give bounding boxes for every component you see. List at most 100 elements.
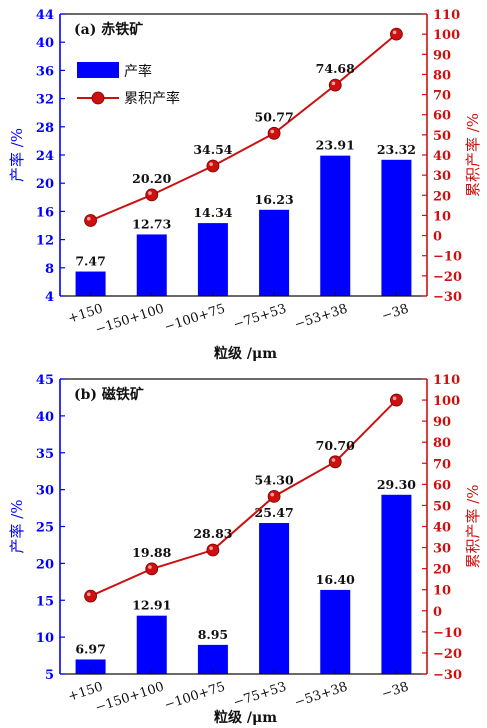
x-tick-label-3: −75+53 xyxy=(231,680,288,711)
cumulative-point-0 xyxy=(84,214,97,227)
cumulative-point-highlight-2 xyxy=(209,546,213,551)
cumulative-point-highlight-1 xyxy=(148,565,152,569)
cumulative-point-1 xyxy=(145,562,159,576)
right-tick-label-7: 40 xyxy=(433,521,451,536)
cumulative-point-4 xyxy=(328,78,342,92)
cumulative-point-5 xyxy=(390,27,403,41)
left-tick-label-5: 24 xyxy=(36,149,54,164)
cumulative-point-highlight-5 xyxy=(392,396,397,401)
cumulative-point-highlight-3 xyxy=(270,492,275,497)
right-tick-label-0: −30 xyxy=(433,668,462,683)
left-tick-label-2: 12 xyxy=(36,234,54,249)
cumulative-point-highlight-0 xyxy=(86,592,91,597)
x-tick-label-1: −150+100 xyxy=(93,680,166,716)
bar-value-label-4: 16.40 xyxy=(316,572,355,587)
x-tick-label-2: −100+75 xyxy=(162,680,227,714)
legend-bar-label: 产率 xyxy=(124,63,152,80)
x-tick-label-1: −150+100 xyxy=(93,302,166,338)
bar-value-label-4: 23.91 xyxy=(316,138,355,153)
cumulative-point-highlight-0 xyxy=(86,216,91,221)
legend-line-marker xyxy=(91,91,105,105)
left-tick-label-6: 28 xyxy=(36,121,54,136)
left-tick-label-5: 30 xyxy=(36,484,54,499)
left-tick-label-3: 16 xyxy=(36,205,54,220)
bar-value-label-5: 29.30 xyxy=(377,477,416,492)
x-tick-label-2: −100+75 xyxy=(162,302,227,336)
right-tick-label-3: 0 xyxy=(433,230,442,245)
cumulative-point-1 xyxy=(145,188,159,202)
bar-value-label-2: 8.95 xyxy=(198,627,228,642)
right-tick-label-3: 0 xyxy=(433,605,442,620)
right-tick-label-9: 60 xyxy=(433,109,451,124)
bar-value-label-3: 16.23 xyxy=(255,192,294,207)
bar-1 xyxy=(136,615,167,674)
left-tick-label-4: 20 xyxy=(36,177,54,192)
x-axis-title: 粒级 /μm xyxy=(214,345,277,362)
bar-value-label-2: 14.34 xyxy=(193,205,232,220)
right-tick-label-1: −20 xyxy=(433,647,462,662)
cumulative-value-label-1: 20.20 xyxy=(132,171,171,186)
x-tick-label-5: −38 xyxy=(380,680,411,703)
right-tick-label-7: 40 xyxy=(433,149,451,164)
bar-3 xyxy=(259,209,290,296)
right-tick-label-9: 60 xyxy=(433,478,451,493)
bar-value-label-5: 23.32 xyxy=(377,142,416,157)
bar-2 xyxy=(197,223,228,296)
legend-bar-swatch xyxy=(77,62,119,78)
cumulative-point-highlight-3 xyxy=(270,129,275,134)
bar-value-label-0: 6.97 xyxy=(75,641,105,656)
bar-1 xyxy=(136,234,167,296)
bar-3 xyxy=(259,523,290,674)
right-tick-label-5: 20 xyxy=(433,189,451,204)
bar-2 xyxy=(197,644,228,674)
right-tick-label-8: 50 xyxy=(433,129,451,144)
cumulative-point-highlight-5 xyxy=(392,30,397,35)
left-tick-label-4: 25 xyxy=(36,521,54,536)
left-tick-label-2: 15 xyxy=(36,594,54,609)
cumulative-value-label-2: 34.54 xyxy=(193,142,232,157)
cumulative-point-highlight-4 xyxy=(331,81,336,86)
x-tick-label-4: −53+38 xyxy=(293,302,350,333)
left-tick-label-0: 5 xyxy=(45,668,54,683)
cumulative-point-highlight-4 xyxy=(331,458,336,462)
left-tick-label-3: 20 xyxy=(36,557,54,572)
right-tick-label-6: 30 xyxy=(433,542,451,557)
left-tick-label-1: 8 xyxy=(45,262,54,277)
left-tick-label-6: 35 xyxy=(36,447,54,462)
right-tick-label-10: 70 xyxy=(433,457,451,472)
cumulative-value-label-3: 50.77 xyxy=(255,109,294,124)
right-tick-label-13: 100 xyxy=(433,394,460,409)
cumulative-point-0 xyxy=(84,589,97,603)
panel-title: (a) 赤铁矿 xyxy=(74,21,143,38)
x-axis-title: 粒级 /μm xyxy=(214,709,277,726)
right-tick-label-8: 50 xyxy=(433,499,451,514)
cumulative-point-3 xyxy=(267,489,281,503)
bar-0 xyxy=(75,659,106,674)
right-tick-label-13: 100 xyxy=(433,28,460,43)
left-tick-label-8: 36 xyxy=(36,64,54,79)
right-tick-label-4: 10 xyxy=(433,209,451,224)
chart-b: 6.9712.918.9525.4716.4029.3019.8828.8354… xyxy=(8,373,482,726)
left-tick-label-10: 44 xyxy=(36,8,54,23)
right-axis-title: 累积产率 /% xyxy=(464,113,482,197)
x-tick-label-5: −38 xyxy=(380,302,411,325)
x-tick-label-4: −53+38 xyxy=(293,680,350,711)
bar-0 xyxy=(75,271,106,296)
cumulative-point-3 xyxy=(267,126,281,140)
right-tick-label-12: 90 xyxy=(433,415,451,430)
left-tick-label-1: 10 xyxy=(36,631,54,646)
right-tick-label-11: 80 xyxy=(433,436,451,451)
cumulative-point-highlight-1 xyxy=(148,191,152,195)
right-tick-label-10: 70 xyxy=(433,89,451,104)
cumulative-point-2 xyxy=(206,543,220,557)
right-tick-label-1: −20 xyxy=(433,270,462,285)
left-tick-label-7: 40 xyxy=(36,410,54,425)
right-tick-label-2: −10 xyxy=(433,626,462,641)
bar-4 xyxy=(320,589,351,674)
cumulative-value-label-1: 19.88 xyxy=(132,545,171,560)
bar-value-label-0: 7.47 xyxy=(75,254,105,269)
bar-5 xyxy=(381,494,412,674)
cumulative-point-5 xyxy=(390,393,403,407)
right-tick-label-14: 110 xyxy=(433,373,460,388)
left-axis-title: 产率 /% xyxy=(8,128,26,182)
